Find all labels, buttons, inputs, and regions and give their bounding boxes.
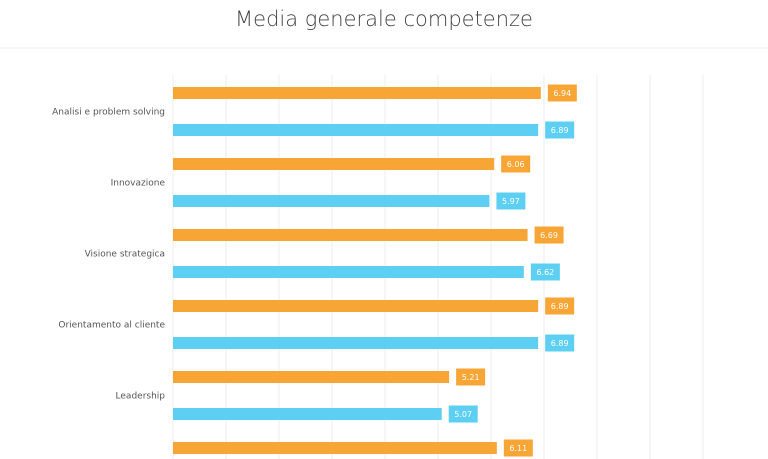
value-label-box (501, 155, 531, 173)
chart-title: Media generale competenze (235, 7, 533, 31)
value-label: 6.11 (509, 444, 527, 453)
value-label-box (530, 263, 560, 281)
value-label: 6.69 (540, 231, 558, 240)
value-label: 6.89 (551, 339, 569, 348)
category-label: Innovazione (111, 179, 166, 189)
value-label: 6.89 (551, 126, 569, 135)
bar (173, 158, 495, 170)
value-label-box (545, 297, 575, 315)
value-label-box (456, 368, 486, 386)
value-label: 6.94 (553, 89, 571, 98)
category-label: Orientamento al cliente (58, 321, 165, 331)
value-label-box (496, 192, 526, 210)
category-label: Leadership (116, 392, 166, 402)
value-label: 5.21 (462, 373, 480, 382)
value-label: 5.07 (454, 410, 472, 419)
value-label-box (545, 121, 575, 139)
category-label: Analisi e problem solving (52, 108, 165, 118)
value-label-box (503, 439, 533, 457)
bar (173, 124, 539, 136)
bar (173, 300, 539, 312)
value-label-box (547, 84, 577, 102)
bar (173, 87, 541, 99)
value-label: 5.97 (502, 197, 520, 206)
bar (173, 337, 539, 349)
category-label: Visione strategica (85, 250, 165, 260)
value-label-box (545, 334, 575, 352)
value-label-box (534, 226, 564, 244)
value-label: 6.62 (536, 268, 554, 277)
bar (173, 371, 450, 383)
bar (173, 408, 442, 420)
bar (173, 442, 497, 454)
value-label: 6.06 (507, 160, 525, 169)
bar (173, 195, 490, 207)
value-label: 6.89 (551, 302, 569, 311)
value-label-box (448, 405, 478, 423)
bar (173, 266, 524, 278)
bar (173, 229, 528, 241)
